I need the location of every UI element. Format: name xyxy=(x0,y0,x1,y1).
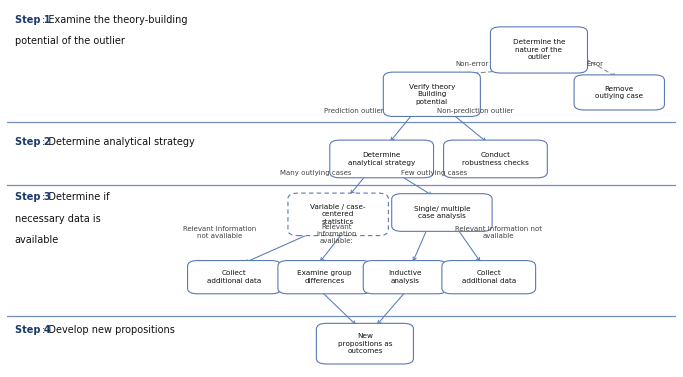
FancyBboxPatch shape xyxy=(442,261,535,294)
FancyBboxPatch shape xyxy=(363,261,447,294)
FancyBboxPatch shape xyxy=(392,194,492,231)
Text: : Develop new propositions: : Develop new propositions xyxy=(42,325,175,335)
Text: Many outlying cases: Many outlying cases xyxy=(280,170,352,176)
Text: : Determine analytical strategy: : Determine analytical strategy xyxy=(42,137,195,147)
Text: Few outlying cases: Few outlying cases xyxy=(401,170,467,176)
Text: Relevant Information
not available: Relevant Information not available xyxy=(183,225,256,239)
FancyBboxPatch shape xyxy=(316,323,413,364)
Text: : Examine the theory-building: : Examine the theory-building xyxy=(42,15,188,25)
Text: New
propositions as
outcomes: New propositions as outcomes xyxy=(337,333,392,354)
FancyBboxPatch shape xyxy=(490,27,587,73)
FancyBboxPatch shape xyxy=(443,140,547,178)
Text: Relevant
information
available:: Relevant information available: xyxy=(316,224,357,244)
Text: Determine the
nature of the
outlier: Determine the nature of the outlier xyxy=(513,40,566,60)
Text: Single/ multiple
case analysis: Single/ multiple case analysis xyxy=(414,206,470,219)
Text: Error: Error xyxy=(586,61,603,67)
FancyBboxPatch shape xyxy=(188,261,281,294)
Text: Non-prediction outlier: Non-prediction outlier xyxy=(437,108,514,114)
Text: Prediction outlier: Prediction outlier xyxy=(324,108,383,114)
Text: Step 3: Step 3 xyxy=(15,192,51,202)
FancyBboxPatch shape xyxy=(288,193,389,236)
Text: Inductive
analysis: Inductive analysis xyxy=(389,270,422,284)
Text: Step 2: Step 2 xyxy=(15,137,51,147)
Text: Conduct
robustness checks: Conduct robustness checks xyxy=(462,152,529,166)
Text: necessary data is: necessary data is xyxy=(15,214,100,224)
Text: Collect
additional data: Collect additional data xyxy=(462,270,516,284)
Text: Determine
analytical strategy: Determine analytical strategy xyxy=(348,152,415,166)
FancyBboxPatch shape xyxy=(278,261,372,294)
Text: : Determine if: : Determine if xyxy=(42,192,110,202)
Text: Verify theory
Building
potential: Verify theory Building potential xyxy=(408,84,455,105)
Text: potential of the outlier: potential of the outlier xyxy=(15,36,125,46)
Text: Non-error: Non-error xyxy=(456,61,489,67)
Text: Step 4: Step 4 xyxy=(15,325,51,335)
Text: Step 1: Step 1 xyxy=(15,15,51,25)
FancyBboxPatch shape xyxy=(330,140,434,178)
Text: Remove
outlying case: Remove outlying case xyxy=(595,86,643,99)
Text: Examine group
differences: Examine group differences xyxy=(298,270,352,284)
Text: available: available xyxy=(15,235,59,245)
Text: Variable / case-
centered
statistics: Variable / case- centered statistics xyxy=(310,204,366,225)
FancyBboxPatch shape xyxy=(383,72,480,116)
FancyBboxPatch shape xyxy=(574,75,665,110)
Text: Collect
additional data: Collect additional data xyxy=(207,270,262,284)
Text: Relevant Information not
available: Relevant Information not available xyxy=(455,225,542,239)
